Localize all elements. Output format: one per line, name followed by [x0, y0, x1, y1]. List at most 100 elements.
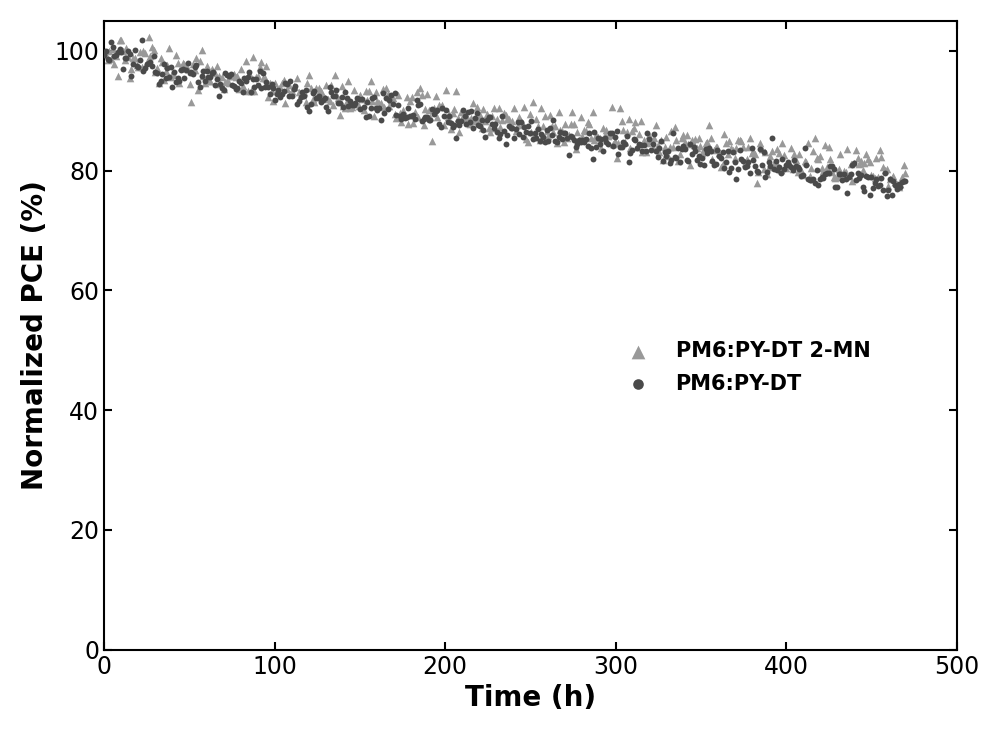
PM6:PY-DT [226, 81, 242, 92]
PM6:PY-DT [209, 73, 225, 85]
PM6:PY-DT [580, 140, 596, 152]
PM6:PY-DT 2-MN [648, 119, 664, 131]
PM6:PY-DT 2-MN [716, 128, 732, 140]
PM6:PY-DT 2-MN [540, 130, 556, 141]
PM6:PY-DT 2-MN [511, 111, 527, 122]
PM6:PY-DT [576, 136, 592, 147]
PM6:PY-DT 2-MN [139, 56, 155, 68]
PM6:PY-DT 2-MN [429, 111, 445, 122]
PM6:PY-DT 2-MN [472, 109, 488, 121]
PM6:PY-DT [686, 141, 702, 152]
PM6:PY-DT [583, 142, 599, 154]
PM6:PY-DT 2-MN [532, 135, 548, 147]
PM6:PY-DT 2-MN [549, 137, 565, 149]
PM6:PY-DT 2-MN [573, 111, 589, 123]
PM6:PY-DT [588, 141, 604, 153]
PM6:PY-DT 2-MN [142, 51, 158, 62]
PM6:PY-DT 2-MN [730, 134, 746, 146]
PM6:PY-DT [522, 128, 538, 139]
PM6:PY-DT 2-MN [633, 115, 649, 127]
PM6:PY-DT [98, 45, 114, 57]
PM6:PY-DT 2-MN [197, 78, 213, 89]
PM6:PY-DT [790, 161, 806, 173]
PM6:PY-DT [547, 135, 563, 147]
PM6:PY-DT [474, 114, 490, 126]
PM6:PY-DT [694, 152, 710, 163]
PM6:PY-DT [856, 185, 872, 196]
PM6:PY-DT 2-MN [699, 136, 715, 147]
PM6:PY-DT 2-MN [159, 59, 175, 70]
PM6:PY-DT [438, 103, 454, 115]
PM6:PY-DT 2-MN [732, 133, 748, 145]
PM6:PY-DT 2-MN [863, 169, 879, 181]
PM6:PY-DT 2-MN [569, 127, 585, 139]
PM6:PY-DT 2-MN [462, 118, 478, 130]
PM6:PY-DT [540, 136, 556, 147]
PM6:PY-DT [400, 103, 416, 114]
PM6:PY-DT [217, 67, 233, 78]
PM6:PY-DT [161, 71, 177, 83]
PM6:PY-DT [498, 139, 514, 150]
PM6:PY-DT 2-MN [194, 45, 210, 56]
PM6:PY-DT [551, 131, 567, 143]
PM6:PY-DT [641, 133, 657, 144]
PM6:PY-DT [135, 65, 151, 77]
PM6:PY-DT [602, 128, 618, 139]
PM6:PY-DT [639, 128, 655, 139]
PM6:PY-DT 2-MN [265, 95, 281, 106]
PM6:PY-DT [352, 103, 368, 115]
PM6:PY-DT 2-MN [629, 141, 645, 152]
PM6:PY-DT [494, 110, 510, 122]
PM6:PY-DT [434, 102, 450, 114]
PM6:PY-DT [604, 128, 620, 139]
PM6:PY-DT [484, 118, 500, 130]
PM6:PY-DT [376, 108, 392, 119]
PM6:PY-DT 2-MN [359, 94, 375, 106]
PM6:PY-DT 2-MN [202, 75, 218, 87]
PM6:PY-DT 2-MN [322, 95, 338, 106]
PM6:PY-DT [554, 133, 570, 144]
PM6:PY-DT 2-MN [494, 114, 510, 126]
PM6:PY-DT [428, 105, 444, 117]
PM6:PY-DT 2-MN [706, 144, 722, 156]
PM6:PY-DT 2-MN [455, 111, 471, 122]
PM6:PY-DT 2-MN [518, 133, 534, 145]
PM6:PY-DT [768, 155, 784, 167]
PM6:PY-DT 2-MN [446, 103, 462, 114]
PM6:PY-DT 2-MN [598, 125, 614, 136]
PM6:PY-DT [812, 173, 828, 185]
PM6:PY-DT [378, 92, 394, 103]
PM6:PY-DT [364, 92, 380, 104]
PM6:PY-DT 2-MN [641, 129, 657, 141]
PM6:PY-DT 2-MN [381, 100, 397, 112]
PM6:PY-DT [250, 79, 266, 91]
PM6:PY-DT 2-MN [559, 132, 575, 144]
PM6:PY-DT [421, 114, 437, 126]
PM6:PY-DT [650, 151, 666, 163]
Legend: PM6:PY-DT 2-MN, PM6:PY-DT: PM6:PY-DT 2-MN, PM6:PY-DT [609, 333, 879, 402]
PM6:PY-DT 2-MN [486, 103, 502, 114]
PM6:PY-DT 2-MN [638, 146, 654, 158]
PM6:PY-DT [679, 154, 695, 166]
PM6:PY-DT 2-MN [409, 86, 425, 98]
PM6:PY-DT 2-MN [774, 136, 790, 148]
PM6:PY-DT [862, 188, 878, 200]
PM6:PY-DT 2-MN [499, 113, 515, 125]
PM6:PY-DT 2-MN [233, 63, 249, 75]
PM6:PY-DT 2-MN [465, 97, 481, 108]
PM6:PY-DT [105, 40, 121, 52]
PM6:PY-DT [756, 147, 772, 158]
PM6:PY-DT [405, 109, 421, 121]
PM6:PY-DT [839, 188, 855, 199]
PM6:PY-DT 2-MN [503, 118, 519, 130]
PM6:PY-DT [205, 66, 221, 78]
PM6:PY-DT 2-MN [539, 125, 555, 137]
PM6:PY-DT 2-MN [258, 60, 274, 72]
PM6:PY-DT [629, 142, 645, 154]
PM6:PY-DT [407, 114, 423, 125]
PM6:PY-DT [436, 110, 452, 122]
PM6:PY-DT [892, 181, 908, 193]
PM6:PY-DT [385, 98, 401, 110]
PM6:PY-DT 2-MN [241, 67, 257, 79]
PM6:PY-DT 2-MN [846, 157, 862, 169]
